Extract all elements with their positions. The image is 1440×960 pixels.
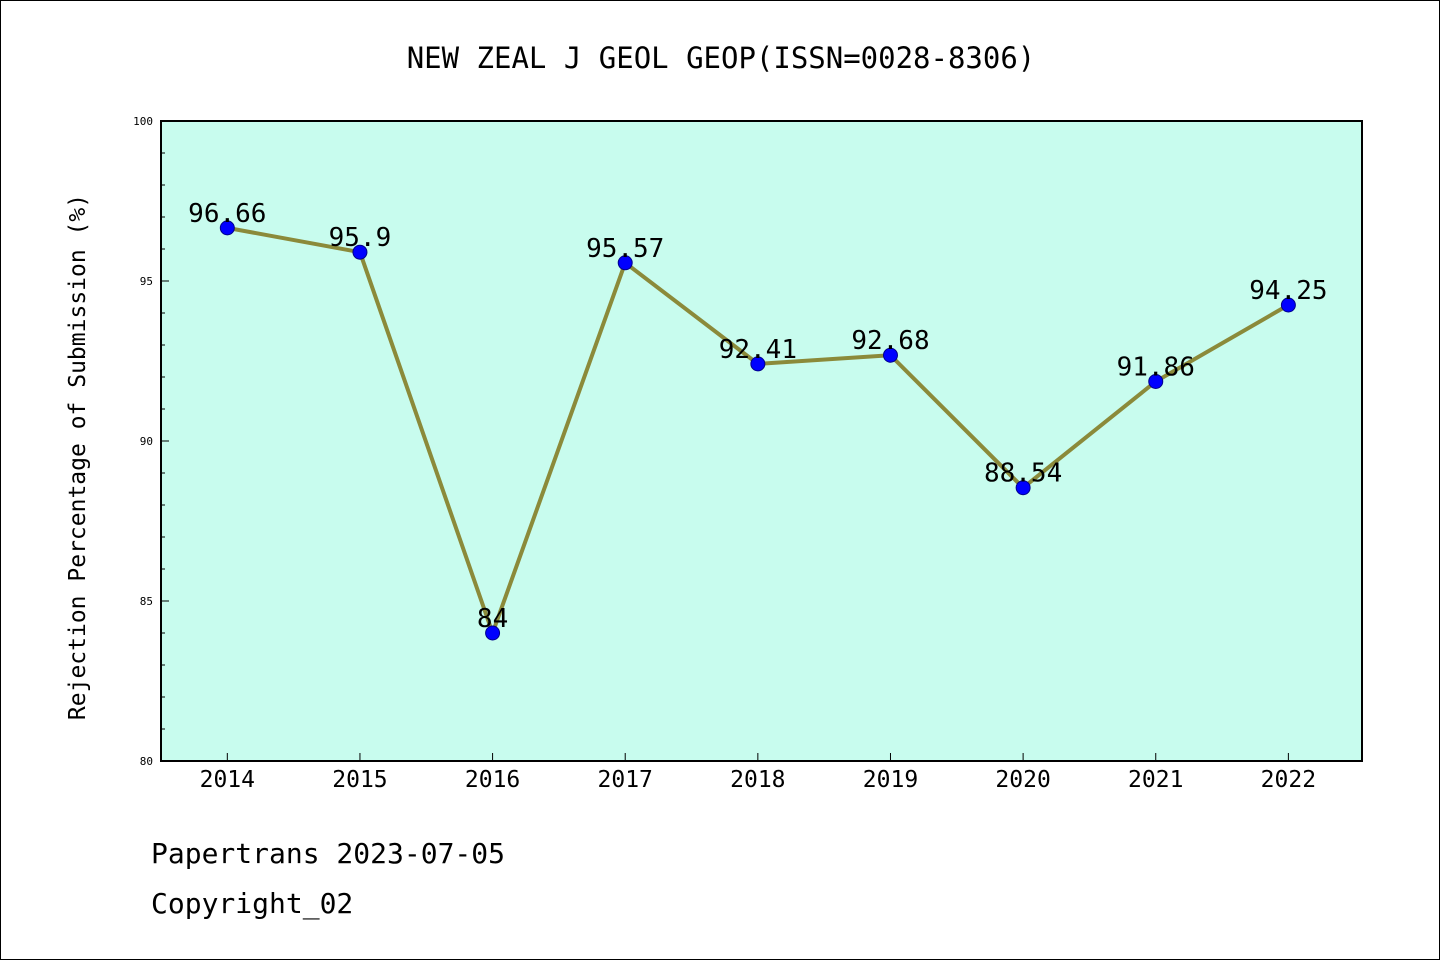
y-tick-label: 95 bbox=[140, 275, 153, 288]
chart-title: NEW ZEAL J GEOL GEOP(ISSN=0028-8306) bbox=[407, 41, 1036, 75]
data-label: 94.25 bbox=[1249, 276, 1327, 306]
data-point bbox=[617, 255, 633, 271]
data-point bbox=[352, 244, 368, 260]
data-label: 92.41 bbox=[719, 335, 797, 365]
data-label: 96.66 bbox=[188, 199, 266, 229]
y-tick-label: 100 bbox=[133, 115, 153, 128]
y-axis: 80 85 90 95 100 bbox=[133, 115, 169, 768]
x-tick-label: 2021 bbox=[1128, 767, 1183, 793]
x-tick-label: 2015 bbox=[332, 767, 387, 793]
x-tick-label: 2022 bbox=[1261, 767, 1316, 793]
data-label: 91.86 bbox=[1117, 352, 1195, 382]
x-tick-label: 2016 bbox=[465, 767, 520, 793]
data-point bbox=[882, 347, 898, 363]
data-point bbox=[750, 356, 766, 372]
data-point bbox=[1148, 373, 1164, 389]
plot-area bbox=[160, 120, 1363, 762]
data-label: 95.57 bbox=[586, 234, 664, 264]
y-tick-label: 80 bbox=[140, 755, 153, 768]
footer-date: Papertrans 2023-07-05 bbox=[151, 837, 506, 870]
series-markers bbox=[219, 220, 1296, 641]
data-label: 88.54 bbox=[984, 459, 1062, 489]
y-axis-label: Rejection Percentage of Submission (%) bbox=[65, 194, 91, 720]
data-point bbox=[485, 625, 501, 641]
data-point bbox=[1015, 480, 1031, 496]
data-label: 84 bbox=[477, 604, 508, 634]
y-tick-label: 85 bbox=[140, 595, 153, 608]
x-tick-label: 2014 bbox=[200, 767, 255, 793]
y-tick-label: 90 bbox=[140, 435, 153, 448]
data-labels: 96.66 95.9 84 95.57 92.41 92.68 88.54 91.86 94.2… bbox=[188, 199, 1327, 634]
x-tick-label: 2018 bbox=[730, 767, 785, 793]
data-label: 95.9 bbox=[329, 223, 392, 253]
x-axis: 2014 2015 2016 2017 2018 2019 2020 2021 2022 bbox=[200, 753, 1316, 793]
data-label: 92.68 bbox=[851, 326, 929, 356]
data-point bbox=[219, 220, 235, 236]
x-tick-label: 2020 bbox=[995, 767, 1050, 793]
x-tick-label: 2019 bbox=[863, 767, 918, 793]
data-point bbox=[1280, 297, 1296, 313]
footer-copyright: Copyright_02 bbox=[151, 887, 354, 920]
x-tick-label: 2017 bbox=[598, 767, 653, 793]
